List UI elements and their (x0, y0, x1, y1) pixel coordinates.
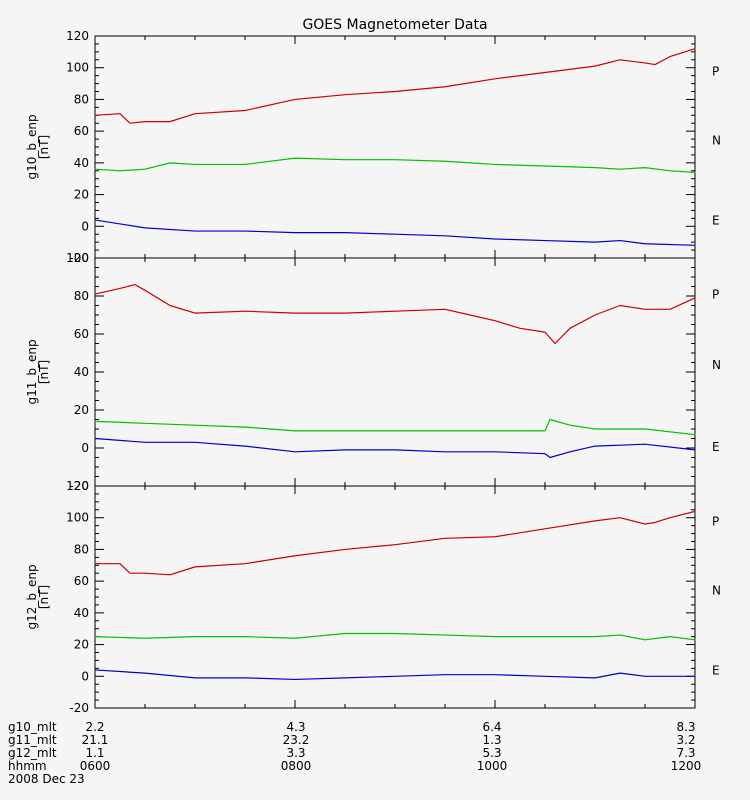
footer-group: g10_mlt 2.2 4.3 6.4 8.3 g11_mlt 21.1 23.… (8, 720, 701, 786)
panel-1-ytick-label-0: -20 (69, 251, 89, 265)
panel-3-ytick-label-4: 60 (74, 574, 89, 588)
panel-3: -20 0 20 40 60 80 100 120 g12_b_enp[nT] P N E (25, 479, 721, 715)
chart-title: GOES Magnetometer Data (302, 17, 487, 33)
panel-2-ylabel-group: g11_b_enp[nT] (25, 339, 51, 404)
footer-g10-0800: 4.3 (286, 720, 305, 734)
panel-1-ytick-label-7: 120 (66, 29, 89, 43)
footer-label-hhmm: hhmm (8, 759, 47, 773)
panel-3-label-p: P (712, 515, 719, 529)
footer-hhmm-1000: 1000 (477, 759, 508, 773)
panel-1-label-n: N (712, 133, 721, 147)
footer-g12-0800: 3.3 (286, 746, 305, 760)
panel-3-ytick-label-5: 80 (74, 542, 89, 556)
panel-2-label-n: N (712, 358, 721, 372)
panel-2-label-e: E (712, 440, 720, 454)
panel-2-yunit: [nT] (37, 360, 51, 384)
panel-2-series-n (94, 418, 696, 436)
panel-1-ytick-label-6: 100 (66, 61, 89, 75)
footer-g10-1000: 6.4 (482, 720, 501, 734)
panel-3-series-e (94, 669, 696, 681)
panel-2-ytick-label-1: 0 (81, 441, 89, 455)
footer-g12-1000: 5.3 (482, 746, 501, 760)
panel-1-ytick-label-4: 60 (74, 124, 89, 138)
panel-1-ytick-label-1: 0 (81, 219, 89, 233)
footer-g11-1000: 1.3 (482, 733, 501, 747)
panel-1-ytick-label-3: 40 (74, 156, 89, 170)
footer-hhmm-0800: 0800 (281, 759, 312, 773)
footer-hhmm-1200: 1200 (671, 759, 702, 773)
panel-2-ytick-label-6: 100 (66, 251, 89, 265)
panel-2-ytick-label-0: -20 (69, 479, 89, 493)
panel-3-series-n (94, 632, 696, 641)
footer-g10-0600: 2.2 (85, 720, 104, 734)
panel-2-ytick-label-3: 40 (74, 365, 89, 379)
panel-3-label-n: N (712, 583, 721, 597)
panel-2-ytick-label-5: 80 (74, 289, 89, 303)
panels-group: -20020406080100120g10_b_enp[nT]PNE-20020… (25, 29, 721, 715)
panel-1-yunit: [nT] (37, 135, 51, 159)
footer-date: 2008 Dec 23 (8, 772, 85, 786)
panel-1-series-e (94, 219, 696, 246)
panel-2: -20 0 20 40 60 80 100 g11_b_enp[nT] P N E (25, 251, 721, 493)
panel-3-ytick-label-0: -20 (69, 701, 89, 715)
footer-hhmm-0600: 0600 (80, 759, 111, 773)
footer-g11-0600: 21.1 (82, 733, 109, 747)
panel-2-ytick-label-2: 20 (74, 403, 89, 417)
footer-g11-0800: 23.2 (283, 733, 310, 747)
panel-3-series-p (94, 510, 696, 576)
footer-label-g12: g12_mlt (8, 746, 57, 760)
panel-3-ytick-label-2: 20 (74, 638, 89, 652)
panel-1-series-p (94, 48, 696, 124)
panel-1-series-n (94, 157, 696, 173)
footer-g10-1200: 8.3 (676, 720, 695, 734)
panel-3-ylabel-group: g12_b_enp[nT] (25, 564, 51, 629)
footer-label-g10: g10_mlt (8, 720, 57, 734)
footer-g11-1200: 3.2 (676, 733, 695, 747)
panel-1-label-p: P (712, 65, 719, 79)
panel-2-series-p (94, 284, 696, 345)
panel-3-ylabel: g12_b_enp (25, 564, 39, 629)
panel-2-ytick-label-4: 60 (74, 327, 89, 341)
panel-1-ylabel-group: g10_b_enp[nT] (25, 114, 51, 179)
footer-g12-0600: 1.1 (85, 746, 104, 760)
panel-1-ytick-label-2: 20 (74, 188, 89, 202)
panel-3-ytick-label-1: 0 (81, 669, 89, 683)
panel-1-ylabel: g10_b_enp (25, 114, 39, 179)
panel-2-series-e (94, 437, 696, 459)
footer-g12-1200: 7.3 (676, 746, 695, 760)
panel-3-ytick-label-6: 100 (66, 511, 89, 525)
panel-3-ytick-label-7: 120 (66, 479, 89, 493)
panel-2-ylabel: g11_b_enp (25, 339, 39, 404)
footer-label-g11: g11_mlt (8, 733, 57, 747)
panel-2-label-p: P (712, 287, 719, 301)
panel-3-label-e: E (712, 663, 720, 677)
panel-1-label-e: E (712, 213, 720, 227)
panel-3-ytick-label-3: 40 (74, 606, 89, 620)
panel-1-ytick-label-5: 80 (74, 92, 89, 106)
panel-1: -20 0 20 40 60 80 100 120 g10_b_enp[nT] P N E (25, 29, 721, 265)
panel-3-yunit: [nT] (37, 585, 51, 609)
